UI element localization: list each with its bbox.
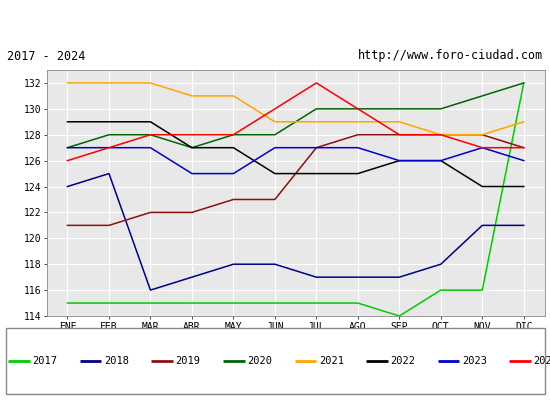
Text: 2019: 2019 <box>175 356 201 366</box>
Text: 2018: 2018 <box>104 356 129 366</box>
Text: Evolucion num de emigrantes en Mollina: Evolucion num de emigrantes en Mollina <box>102 14 448 28</box>
Text: 2021: 2021 <box>319 356 344 366</box>
Text: 2022: 2022 <box>390 356 415 366</box>
Text: http://www.foro-ciudad.com: http://www.foro-ciudad.com <box>358 50 543 62</box>
Text: 2023: 2023 <box>462 356 487 366</box>
FancyBboxPatch shape <box>6 328 544 394</box>
Text: 2017 - 2024: 2017 - 2024 <box>7 50 85 62</box>
Text: 2024: 2024 <box>534 356 550 366</box>
Text: 2017: 2017 <box>32 356 57 366</box>
Text: 2020: 2020 <box>248 356 272 366</box>
